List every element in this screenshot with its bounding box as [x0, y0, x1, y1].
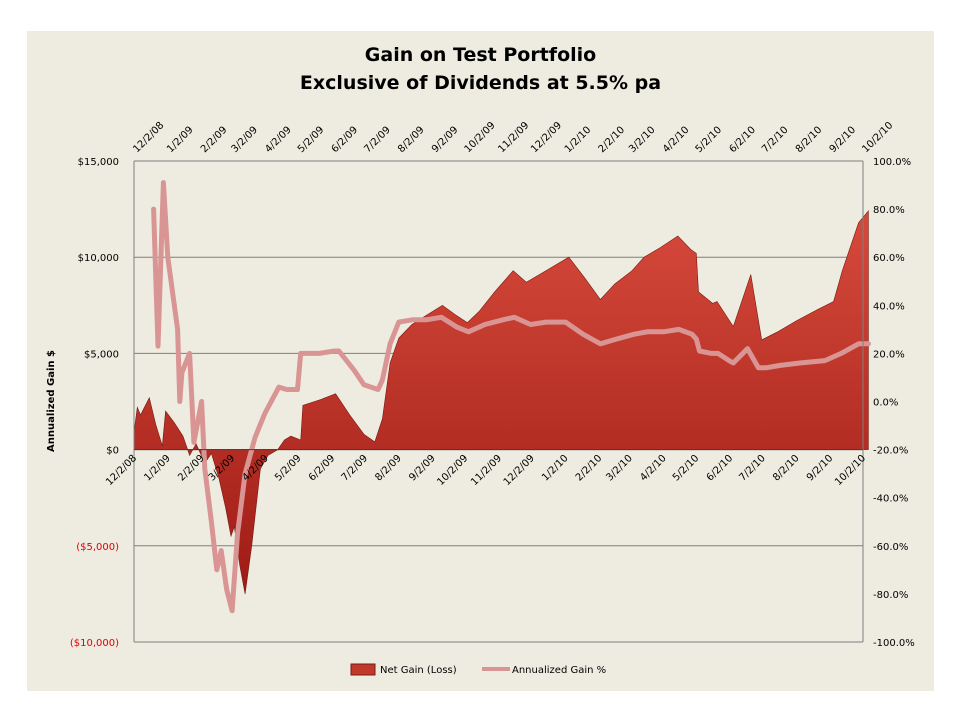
net-gain-area	[133, 210, 869, 594]
left-tick-label: $10,000	[78, 253, 119, 264]
top-date-tick: 7/2/09	[362, 125, 393, 156]
top-date-tick: 1/2/09	[165, 125, 196, 156]
right-tick-label: 100.0%	[873, 157, 911, 168]
top-date-tick: 4/2/09	[263, 125, 294, 156]
top-date-tick: 5/2/10	[694, 125, 725, 156]
zero-axis-date-tick: 2/2/10	[574, 453, 605, 484]
top-date-tick: 7/2/10	[760, 125, 791, 156]
zero-axis-date-tick: 10/2/09	[435, 453, 470, 488]
annualized-gain-line	[151, 180, 871, 614]
top-date-tick: 11/2/09	[496, 120, 531, 155]
axes	[133, 161, 864, 642]
top-date-tick: 8/2/10	[794, 125, 825, 156]
top-date-tick: 1/2/10	[563, 125, 594, 156]
zero-axis-date-tick: 4/2/10	[638, 453, 669, 484]
left-tick-label: ($5,000)	[76, 542, 119, 553]
zero-axis-date-tick: 3/2/10	[604, 453, 635, 484]
top-axis-ticks: 12/2/081/2/09 2/2/09 3/2/09 4/2/09 5/2/09 6/2…	[131, 120, 895, 155]
legend: Net Gain (Loss) Annualized Gain %	[350, 663, 606, 676]
top-date-tick: 3/2/10	[627, 125, 658, 156]
left-axis-ticks: $15,000 $10,000 $5,000 $0 ($5,000) ($10,000)	[70, 157, 119, 649]
top-date-tick: 9/2/09	[430, 125, 461, 156]
top-date-tick: 10/2/10	[860, 120, 895, 155]
right-tick-label: 80.0%	[873, 205, 905, 216]
annualized-gain-line-layer	[151, 180, 871, 614]
legend-swatch-net-gain	[350, 663, 376, 676]
chart-title: Gain on Test Portfolio Exclusive of Divi…	[27, 41, 934, 97]
top-date-tick: 4/2/10	[661, 125, 692, 156]
zero-axis-date-tick: 9/2/09	[407, 453, 438, 484]
right-tick-label: -80.0%	[873, 590, 908, 601]
y-axis-label: Annualized Gain $	[46, 350, 57, 452]
top-date-tick: 12/2/09	[529, 120, 564, 155]
right-tick-label: 0.0%	[873, 398, 898, 409]
zero-axis-date-tick: 7/2/09	[340, 453, 371, 484]
zero-axis-date-tick: 2/2/09	[176, 453, 207, 484]
legend-label-annualized-gain: Annualized Gain %	[512, 665, 606, 676]
zero-axis-date-tick: 1/2/10	[540, 453, 571, 484]
zero-axis-date-tick: 5/2/10	[671, 453, 702, 484]
right-tick-label: -20.0%	[873, 446, 908, 457]
right-tick-label: 40.0%	[873, 301, 905, 312]
right-tick-label: -100.0%	[873, 638, 915, 649]
zero-axis-date-tick: 1/2/09	[142, 453, 173, 484]
net-gain-area-layer	[133, 210, 869, 594]
left-tick-label: ($10,000)	[70, 638, 119, 649]
top-date-tick: 6/2/10	[727, 125, 758, 156]
top-date-tick: 2/2/10	[597, 125, 628, 156]
zero-axis-date-tick: 12/2/09	[502, 453, 537, 488]
right-tick-label: 60.0%	[873, 253, 905, 264]
top-date-tick: 5/2/09	[296, 125, 327, 156]
zero-axis-date-tick: 8/2/10	[771, 453, 802, 484]
zero-axis-date-tick: 11/2/09	[469, 453, 504, 488]
top-date-tick: 12/2/08	[131, 120, 166, 155]
top-date-tick: 6/2/09	[330, 125, 361, 156]
chart-title-line2: Exclusive of Dividends at 5.5% pa	[299, 72, 662, 94]
top-date-tick: 9/2/10	[828, 125, 859, 156]
zero-axis-date-tick: 6/2/10	[705, 453, 736, 484]
zero-axis-date-tick: 9/2/10	[805, 453, 836, 484]
top-date-tick: 8/2/09	[396, 125, 427, 156]
legend-label-net-gain: Net Gain (Loss)	[380, 665, 457, 676]
top-date-tick: 2/2/09	[199, 125, 230, 156]
top-date-tick: 10/2/09	[463, 120, 498, 155]
left-tick-label: $0	[106, 446, 119, 457]
top-date-tick: 3/2/09	[229, 125, 260, 156]
zero-axis-date-tick: 8/2/09	[373, 453, 404, 484]
zero-axis-date-tick: 6/2/09	[307, 453, 338, 484]
right-tick-label: -40.0%	[873, 494, 908, 505]
zero-axis-date-tick: 5/2/09	[273, 453, 304, 484]
right-tick-label: 20.0%	[873, 349, 905, 360]
left-tick-label: $5,000	[84, 349, 119, 360]
left-tick-label: $15,000	[78, 157, 119, 168]
right-axis-ticks: 100.0% 80.0% 60.0% 40.0% 20.0% 0.0% -20.0% -40.…	[873, 157, 915, 649]
zero-axis-date-tick: 7/2/10	[737, 453, 768, 484]
chart-title-line1: Gain on Test Portfolio	[364, 44, 597, 66]
right-tick-label: -60.0%	[873, 542, 908, 553]
